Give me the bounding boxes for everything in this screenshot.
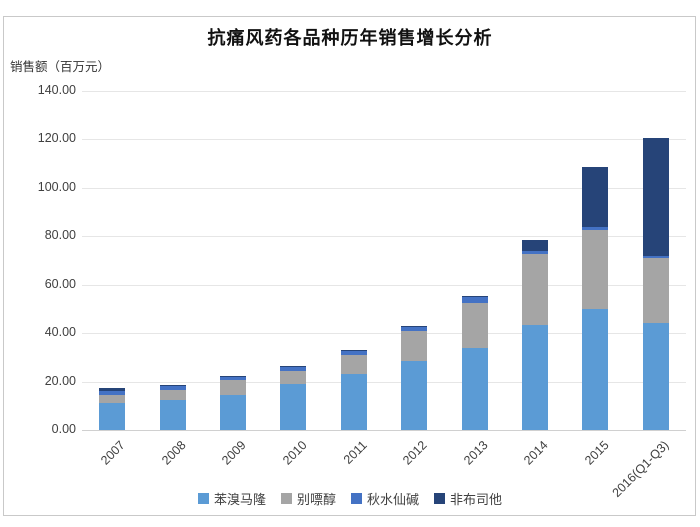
legend-item-别嘌醇: 别嘌醇: [280, 489, 336, 508]
bar-2015: [582, 91, 609, 430]
bar-segment-苯溴马隆: [642, 323, 669, 430]
gridline: [82, 187, 686, 189]
bar-segment-别嘌醇: [582, 230, 609, 309]
x-tick-label: 2007: [98, 438, 129, 468]
bar-segment-非布司他: [461, 295, 488, 297]
bar-segment-苯溴马隆: [522, 324, 548, 430]
bar-segment-别嘌醇: [220, 380, 246, 395]
bar-segment-秋水仙碱: [99, 391, 126, 395]
legend-swatch-icon: [434, 493, 446, 504]
bar-segment-非布司他: [582, 167, 609, 227]
bar-2009: [220, 91, 246, 430]
bar-2016(Q1-Q3): [642, 91, 669, 430]
gridline: [82, 333, 686, 335]
legend-item-苯溴马隆: 苯溴马隆: [197, 489, 266, 508]
x-tick-label: 2015: [581, 438, 612, 468]
bar-2010: [280, 91, 307, 430]
y-tick-label: 80.00: [44, 228, 76, 243]
y-tick-label: 100.00: [37, 179, 76, 194]
bar-segment-秋水仙碱: [642, 255, 669, 259]
y-tick-label: 140.00: [37, 83, 76, 97]
y-tick-label: 120.00: [37, 131, 76, 146]
chart-title: 抗痛风药各品种历年销售增长分析: [207, 28, 493, 48]
legend-swatch-icon: [280, 493, 292, 504]
bar-2008: [159, 91, 186, 430]
bar-2007: [99, 91, 126, 430]
bar-segment-秋水仙碱: [522, 250, 548, 255]
bar-segment-别嘌醇: [401, 330, 428, 361]
legend-swatch-icon: [351, 493, 362, 504]
x-tick-label: 2011: [340, 438, 370, 467]
x-tick-label: 2013: [460, 438, 491, 468]
x-tick-label: 2009: [219, 438, 249, 468]
bar-segment-非布司他: [401, 325, 428, 328]
bar-segment-苯溴马隆: [280, 384, 307, 430]
x-tick-label: 2014: [521, 438, 551, 468]
legend: 苯溴马隆 别嘌醇 秋水仙碱 非布司他: [0, 489, 700, 508]
y-tick-label: 40.00: [44, 325, 76, 340]
x-tick-label: 2012: [400, 438, 431, 468]
gridline: [82, 236, 686, 238]
x-axis-line: [82, 430, 686, 431]
y-tick-label: 20.00: [44, 373, 76, 388]
bar-segment-非布司他: [522, 239, 548, 251]
bar-segment-非布司他: [340, 350, 367, 352]
bar-segment-别嘌醇: [461, 302, 488, 348]
gridline: [82, 139, 686, 141]
bar-segment-非布司他: [159, 385, 186, 387]
bar-segment-秋水仙碱: [401, 327, 428, 331]
bar-segment-秋水仙碱: [340, 351, 367, 355]
bar-2011: [340, 91, 367, 430]
bar-segment-别嘌醇: [159, 390, 186, 400]
chart-frame-border: [3, 16, 696, 516]
bar-segment-苯溴马隆: [401, 361, 428, 430]
bar-segment-别嘌醇: [99, 394, 126, 404]
bar-2014: [522, 91, 548, 430]
gridline: [82, 381, 686, 383]
bar-segment-苯溴马隆: [220, 394, 246, 430]
legend-swatch-icon: [197, 493, 209, 504]
bar-2013: [461, 91, 488, 430]
bar-segment-秋水仙碱: [280, 367, 307, 371]
y-axis-unit-label: 销售额（百万元）: [10, 60, 111, 74]
x-tick-label: 2008: [158, 438, 189, 468]
bar-segment-苯溴马隆: [99, 403, 126, 430]
legend-label: 别嘌醇: [296, 492, 336, 507]
bar-segment-别嘌醇: [340, 354, 367, 375]
bar-segment-秋水仙碱: [582, 226, 609, 231]
gridline: [82, 91, 686, 92]
legend-label: 秋水仙碱: [367, 492, 420, 507]
gridline: [82, 284, 686, 286]
bar-segment-秋水仙碱: [159, 386, 186, 391]
legend-item-秋水仙碱: 秋水仙碱: [351, 489, 419, 508]
y-tick-label: 60.00: [44, 276, 76, 291]
bar-segment-苯溴马隆: [159, 399, 186, 430]
x-tick-label: 2010: [279, 438, 310, 468]
legend-item-非布司他: 非布司他: [434, 489, 502, 508]
bar-segment-别嘌醇: [522, 254, 548, 325]
bar-segment-非布司他: [280, 365, 307, 368]
bar-segment-非布司他: [642, 138, 669, 256]
bar-2012: [401, 91, 428, 430]
bar-segment-别嘌醇: [642, 258, 669, 324]
legend-label: 苯溴马隆: [213, 492, 266, 507]
bar-segment-非布司他: [99, 387, 126, 392]
bar-segment-非布司他: [220, 375, 246, 377]
bar-segment-秋水仙碱: [461, 296, 488, 303]
bar-segment-秋水仙碱: [220, 376, 246, 381]
bar-segment-苯溴马隆: [582, 308, 609, 430]
bar-segment-苯溴马隆: [340, 374, 367, 430]
y-tick-label: 0.00: [51, 422, 76, 436]
bar-segment-别嘌醇: [280, 370, 307, 384]
bar-segment-苯溴马隆: [461, 347, 488, 430]
legend-label: 非布司他: [450, 492, 503, 507]
